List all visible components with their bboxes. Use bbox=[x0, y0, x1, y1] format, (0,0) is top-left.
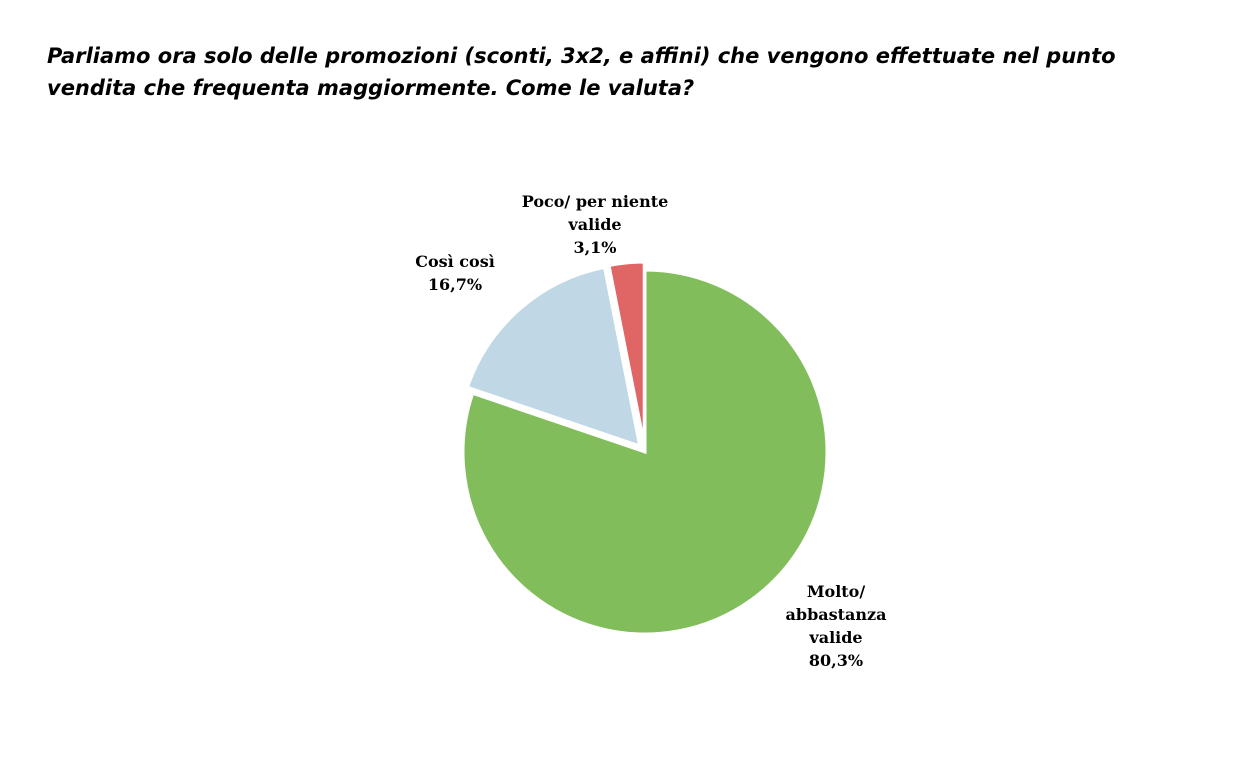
slice-label: Poco/ per niente valide 3,1% bbox=[520, 190, 670, 259]
slice-label: Così così 16,7% bbox=[400, 250, 510, 296]
value-label: 16,7% bbox=[427, 275, 483, 294]
value-label: 3,1% bbox=[573, 238, 617, 257]
category-label: Così così bbox=[415, 252, 495, 271]
pie-slice bbox=[607, 260, 646, 445]
pie-slice bbox=[461, 268, 829, 636]
category-label: Molto/ abbastanza valide bbox=[785, 582, 887, 647]
chart-title: Parliamo ora solo delle promozioni (scon… bbox=[47, 44, 1116, 100]
value-label: 80,3% bbox=[808, 651, 864, 670]
slice-label: Molto/ abbastanza valide 80,3% bbox=[771, 580, 901, 672]
category-label: Poco/ per niente valide bbox=[521, 192, 669, 234]
pie-slice bbox=[465, 265, 642, 449]
